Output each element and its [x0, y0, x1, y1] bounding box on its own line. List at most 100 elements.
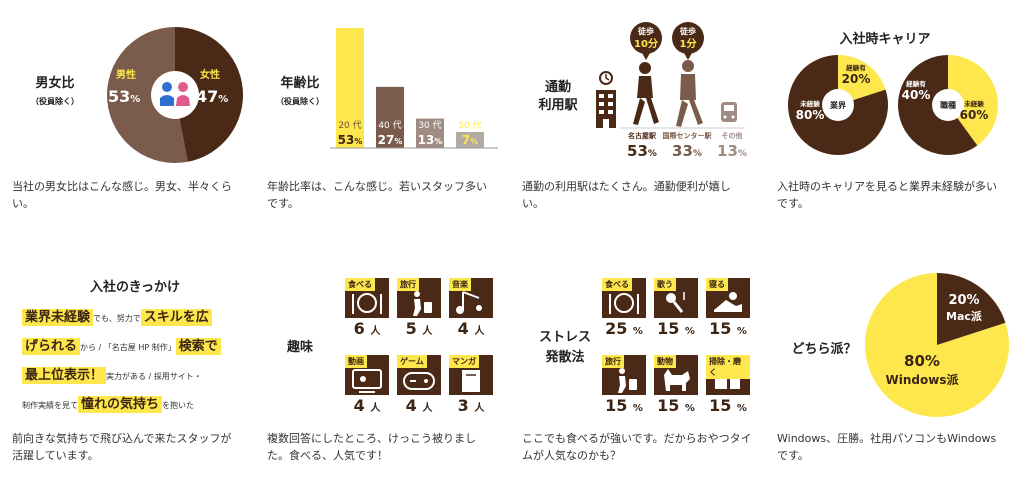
train-icon — [721, 102, 737, 122]
hobby-desc: 複数回答にしたところ、けっこう被りました。食べる、人気です！ — [267, 432, 476, 462]
career-slice-label: 経験有 — [906, 79, 926, 88]
pie-slice-male — [107, 27, 188, 163]
hobby-count: 3 人 — [457, 396, 485, 415]
stress-icon — [618, 368, 637, 393]
stress-count: 15 % — [709, 396, 747, 415]
pie-center — [151, 71, 199, 119]
hobby-label: 食べる — [345, 278, 375, 291]
career-pie-title: 業界 — [829, 100, 847, 110]
stress-count: 25 % — [605, 319, 643, 338]
hobby-tile: 音楽 — [449, 278, 493, 318]
station-desc: 通勤の利用駅はたくさん。通勤便利が嬉しい。 — [522, 180, 731, 210]
motive-line-2: げられる から / 「名古屋 HP 制作」 検索で — [22, 335, 221, 355]
motive-sm-5: を抱いた — [162, 401, 195, 410]
hobby-tile: 動画 — [345, 355, 389, 395]
stress-count: 15 % — [657, 319, 695, 338]
female-label: 女性 — [200, 68, 220, 81]
stress-title-1: ストレス — [538, 330, 591, 345]
age-bar — [376, 86, 404, 148]
windows-value: 80% — [904, 352, 940, 370]
stress-label: 食べる — [602, 278, 632, 291]
career-title: 入社時キャリア — [839, 32, 931, 47]
hobby-label: マンガ — [449, 355, 479, 368]
stress-count: 15 % — [657, 396, 695, 415]
hobby-icon — [352, 293, 382, 314]
station-value-label: 13% — [717, 142, 747, 160]
career-slice-value: 40% — [902, 88, 931, 102]
hobby-count: 6 人 — [353, 319, 381, 338]
stress-label: 掃除・磨く — [706, 355, 750, 379]
motive-hl-1: 業界未経験 — [22, 309, 94, 326]
pie-slice-experienced — [948, 55, 998, 146]
gender-subtitle: （役員除く） — [31, 97, 79, 106]
station-value-label: 33% — [672, 142, 702, 160]
hobby-count: 4 人 — [353, 396, 381, 415]
stress-icon — [666, 292, 685, 313]
hobby-count: 4 人 — [457, 319, 485, 338]
age-title: 年齢比 — [280, 76, 320, 91]
hobby-count: 5 人 — [405, 319, 433, 338]
mac-value: 20% — [948, 293, 979, 308]
svg-text:徒歩: 徒歩 — [679, 26, 696, 36]
age-category-label: 20 代 — [338, 120, 361, 131]
stress-tile: 掃除・磨く — [706, 355, 750, 395]
people-icon — [160, 82, 190, 106]
motive-line-3: 最上位表示！ 実力がある / 採用サイト・ — [22, 364, 202, 384]
stress-tile: 旅行 — [602, 355, 646, 395]
walk-1min-bubble: 徒歩 1分 — [672, 22, 704, 60]
career-pie-title: 職種 — [940, 100, 956, 110]
motive-line-4: 制作実績を見て 憧れの気持ち を抱いた — [22, 393, 195, 413]
career-slice-value: 20% — [842, 72, 871, 86]
stress-tile: 動物 — [654, 355, 698, 395]
motive-sm-4: 制作実績を見て — [22, 401, 78, 410]
motive-sm-1: でも、努力で — [93, 314, 141, 323]
stress-count: 15 % — [709, 319, 747, 338]
career-slice-label: 未経験 — [964, 99, 984, 108]
age-bar — [336, 28, 364, 148]
stress-label: 歌う — [654, 278, 676, 291]
male-label: 男性 — [116, 68, 136, 81]
os-title: どちら派？ — [791, 342, 857, 357]
motive-line-1: 業界未経験 でも、努力で スキルを広 — [22, 306, 212, 326]
pie-slice-mac — [937, 273, 1006, 345]
male-value: 53% — [108, 87, 140, 106]
motive-sm-3: 実力がある / 採用サイト・ — [106, 372, 202, 381]
age-subtitle: （役員除く） — [276, 97, 324, 106]
mac-label: Mac派 — [946, 310, 983, 323]
motive-sm-2: から / 「名古屋 HP 制作」 — [80, 343, 176, 352]
hobby-icon — [352, 369, 382, 393]
svg-text:1分: 1分 — [680, 37, 697, 50]
age-category-label: 50 代 — [458, 120, 481, 131]
hobby-title: 趣味 — [286, 340, 313, 355]
stress-icon — [609, 293, 639, 314]
stress-label: 旅行 — [602, 355, 624, 368]
age-category-label: 30 代 — [418, 120, 441, 131]
station-illustration: 徒歩 10分 徒歩 1分 名古屋駅 53% 国際センター駅 33% その他 13% — [596, 22, 747, 160]
station-title-2: 利用駅 — [538, 98, 578, 113]
gender-title: 男女比 — [35, 76, 75, 91]
motive-hl-5: 最上位表示！ — [22, 367, 107, 384]
walk-10min-bubble: 徒歩 10分 — [630, 22, 662, 60]
stress-tile: 食べる — [602, 278, 646, 318]
stress-icon — [664, 369, 690, 391]
pie-slice-experienced — [838, 55, 886, 105]
hobby-tile: マンガ — [449, 355, 493, 395]
station-category-label: 名古屋駅 — [628, 131, 657, 140]
age-value-label: 27% — [378, 133, 403, 147]
svg-text:10分: 10分 — [634, 37, 658, 50]
stress-count: 15 % — [605, 396, 643, 415]
station-value-label: 53% — [627, 142, 657, 160]
age-category-label: 40 代 — [378, 120, 401, 131]
stress-label: 動物 — [654, 355, 676, 368]
age-value-label: 53% — [338, 133, 363, 147]
stress-desc: ここでも食べるが強いです。だからおやつタイムが人気なのかも？ — [522, 432, 752, 462]
hobby-icon — [413, 291, 432, 316]
hobby-label: ゲーム — [397, 355, 427, 368]
walker-man-icon — [676, 60, 703, 127]
career-slice-value: 60% — [960, 108, 989, 122]
stress-icon — [714, 292, 742, 312]
hobby-tile: 旅行 — [397, 278, 441, 318]
svg-text:徒歩: 徒歩 — [637, 26, 654, 36]
stress-tile: 寝る — [706, 278, 750, 318]
age-bar — [416, 118, 444, 148]
